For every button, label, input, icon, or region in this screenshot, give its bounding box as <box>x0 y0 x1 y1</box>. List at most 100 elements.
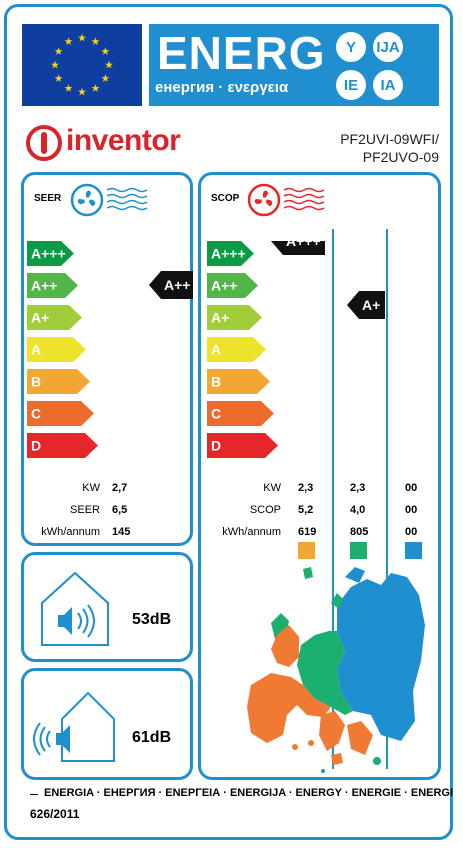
seer-seer-value: 6,5 <box>112 504 128 516</box>
scop-class-bar: D <box>207 433 278 458</box>
eu-star-icon <box>54 47 63 55</box>
eu-star-icon <box>78 33 86 42</box>
seer-class-label: A++ <box>31 278 57 294</box>
eu-star-icon <box>101 74 110 82</box>
fan-cool-icon <box>70 183 148 217</box>
climate-swatch-average <box>350 542 367 559</box>
seer-class-bar: D <box>27 433 98 458</box>
scop-class-label: D <box>211 438 221 454</box>
footer-languages: ENERGIA · ЕНЕРГИЯ · ΕΝΕΡΓΕΙΑ · ENERGIJA … <box>44 787 454 799</box>
scop-col1-kw: 2,3 <box>298 482 314 494</box>
scop-class-bar: A+ <box>207 305 262 330</box>
seer-class-bar: A++ <box>27 273 78 298</box>
scop-col2-scop: 4,0 <box>350 504 366 516</box>
scop-panel: SCOP A+++ A++ A+ A B C D A+++ A+ KW SCOP kWh/ann… <box>198 172 441 780</box>
seer-rating-label: A++ <box>164 277 190 293</box>
scop-class-bar: C <box>207 401 274 426</box>
scop-col1-annual: 619 <box>298 526 317 538</box>
seer-class-label: A+++ <box>31 246 66 262</box>
eu-star-icon <box>101 47 110 55</box>
eu-star-icon <box>54 74 63 82</box>
regulation-number: 626/2011 <box>30 807 80 821</box>
scop-class-label: A++ <box>211 278 237 294</box>
seer-class-label: D <box>31 438 41 454</box>
scop-col3-scop: 00 <box>405 504 418 516</box>
scop-col3-kw: 00 <box>405 482 418 494</box>
lang-code-ija: IJA <box>373 32 403 62</box>
climate-swatch-warmer <box>298 542 315 559</box>
energy-subtitle: енергия · ενεργεια <box>155 79 289 96</box>
model-indoor: PF2UVI-09WFI/ <box>340 131 439 147</box>
label-frame <box>4 4 453 840</box>
footer-dash <box>30 794 38 795</box>
scop-col2-rating-arrow: A+ <box>347 291 385 319</box>
house-speaker-indoor-icon <box>41 571 109 646</box>
seer-class-bar: B <box>27 369 90 394</box>
europe-climate-map-icon <box>247 567 425 773</box>
scop-col1-scop: 5,2 <box>298 504 314 516</box>
scop-class-label: A <box>211 342 221 358</box>
seer-class-label: B <box>31 374 41 390</box>
lang-code-ia: IA <box>373 70 403 100</box>
seer-class-bar: A+ <box>27 305 82 330</box>
seer-panel: SEER A+++ A++ A+ A B C D A++ KW 2,7 SEER 6,5 kW… <box>21 172 193 546</box>
seer-class-label: A+ <box>31 310 49 326</box>
fan-heat-icon <box>247 183 325 217</box>
scop-label: SCOP <box>211 193 240 204</box>
climate-swatch-colder <box>405 542 422 559</box>
seer-class-bar: A <box>27 337 86 362</box>
indoor-noise-value: 53dB <box>132 611 172 628</box>
house-speaker-outdoor-icon <box>33 691 115 762</box>
model-number: PF2UVI-09WFI/ PF2UVO-09 <box>340 130 439 166</box>
eu-star-icon <box>91 37 100 46</box>
lang-code-ie: IE <box>336 70 366 100</box>
scop-column-divider <box>386 229 388 769</box>
scop-col3-annual: 00 <box>405 526 418 538</box>
seer-annual-value: 145 <box>112 526 131 538</box>
scop-column-divider <box>332 229 334 769</box>
seer-rating-arrow: A++ <box>149 271 193 299</box>
seer-class-label: C <box>31 406 41 422</box>
scop-class-bar: A <box>207 337 266 362</box>
scop-col2-annual: 805 <box>350 526 369 538</box>
eu-flag-icon <box>22 24 142 106</box>
scop-col1-rating-arrow: A+++ <box>271 241 325 255</box>
eu-star-icon <box>91 84 100 92</box>
seer-class-label: A <box>31 342 41 358</box>
eu-star-icon <box>64 37 73 46</box>
outdoor-noise-panel: 61dB <box>21 668 193 780</box>
eu-star-icon <box>64 84 73 92</box>
seer-class-bar: A+++ <box>27 241 74 266</box>
seer-kw-label: KW <box>82 482 100 494</box>
model-outdoor: PF2UVO-09 <box>362 149 439 165</box>
indoor-noise-panel: 53dB <box>21 552 193 662</box>
brand-name: inventor <box>66 124 181 157</box>
scop-col1-rating-label: A+++ <box>286 241 321 249</box>
eu-star-icon <box>78 87 86 96</box>
energy-header: ENERG енергия · ενεργεια Y IJA IE IA <box>149 24 439 106</box>
scop-kw-label: KW <box>263 482 281 494</box>
scop-class-label: C <box>211 406 221 422</box>
scop-class-label: A+++ <box>211 246 246 262</box>
scop-class-bar: A++ <box>207 273 258 298</box>
scop-col2-kw: 2,3 <box>350 482 366 494</box>
seer-label: SEER <box>34 193 62 204</box>
scop-class-bar: B <box>207 369 270 394</box>
scop-class-bar: A+++ <box>207 241 254 266</box>
scop-col2-rating-label: A+ <box>362 297 380 313</box>
seer-kw-value: 2,7 <box>112 482 128 494</box>
lang-code-y: Y <box>336 32 366 62</box>
scop-scop-label: SCOP <box>249 504 281 516</box>
eu-star-icon <box>51 60 59 69</box>
eu-star-icon <box>105 60 113 69</box>
energy-title: ENERG <box>157 27 326 79</box>
seer-annual-label: kWh/annum <box>41 526 100 538</box>
scop-class-label: B <box>211 374 221 390</box>
seer-seer-label: SEER <box>70 504 100 516</box>
inventor-logo-icon <box>26 125 62 161</box>
scop-annual-label: kWh/annum <box>222 526 281 538</box>
scop-class-label: A+ <box>211 310 229 326</box>
outdoor-noise-value: 61dB <box>132 729 172 746</box>
